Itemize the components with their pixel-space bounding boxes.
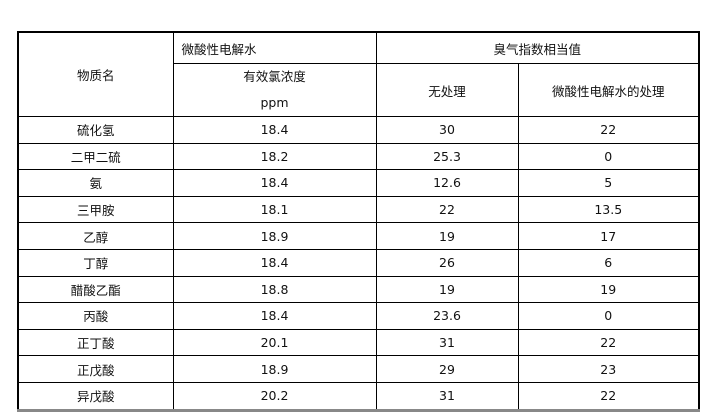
cell-chlorine: 20.1 xyxy=(172,328,377,357)
cell-chlorine: 18.9 xyxy=(172,222,377,250)
cell-treated: 23 xyxy=(517,355,700,383)
cell-treated: 13.5 xyxy=(517,195,700,224)
cell-chlorine: 18.4 xyxy=(172,116,377,144)
cell-untreated: 25.3 xyxy=(375,142,519,171)
cell-name: 硫化氢 xyxy=(17,116,174,144)
cell-untreated: 19 xyxy=(375,275,519,304)
table-row: 正戊酸 18.9 29 23 xyxy=(17,355,700,383)
cell-name: 醋酸乙酯 xyxy=(17,275,174,304)
cell-name: 正丁酸 xyxy=(17,328,174,357)
header-odor-group: 臭气指数相当值 xyxy=(375,31,700,64)
cell-untreated: 12.6 xyxy=(375,169,519,197)
cell-chlorine: 18.2 xyxy=(172,142,377,171)
table-row: 乙醇 18.9 19 17 xyxy=(17,222,700,250)
cell-untreated: 22 xyxy=(375,195,519,224)
cell-untreated: 26 xyxy=(375,248,519,277)
cell-name: 正戊酸 xyxy=(17,355,174,383)
header-water-group: 微酸性电解水 xyxy=(172,31,377,64)
cell-untreated: 19 xyxy=(375,222,519,250)
table-row: 醋酸乙酯 18.8 19 19 xyxy=(17,275,700,304)
cell-name: 二甲二硫 xyxy=(17,142,174,171)
header-treated: 微酸性电解水的处理 xyxy=(517,63,700,117)
cell-chlorine: 18.9 xyxy=(172,355,377,383)
cell-treated: 22 xyxy=(517,116,700,144)
cell-treated: 5 xyxy=(517,169,700,197)
cell-treated: 0 xyxy=(517,302,700,330)
header-chlorine-label: 有效氯浓度 xyxy=(243,69,306,84)
cell-name: 三甲胺 xyxy=(17,195,174,224)
header-untreated: 无处理 xyxy=(375,63,519,117)
cell-untreated: 31 xyxy=(375,328,519,357)
cell-chlorine: 20.2 xyxy=(172,381,377,411)
cell-name: 氨 xyxy=(17,169,174,197)
table-row: 异戊酸 20.2 31 22 xyxy=(17,381,700,411)
cell-treated: 17 xyxy=(517,222,700,250)
cell-chlorine: 18.4 xyxy=(172,169,377,197)
cell-treated: 22 xyxy=(517,328,700,357)
cell-untreated: 31 xyxy=(375,381,519,411)
cell-untreated: 30 xyxy=(375,116,519,144)
cell-chlorine: 18.4 xyxy=(172,302,377,330)
table-row: 硫化氢 18.4 30 22 xyxy=(17,116,700,144)
header-chlorine: 有效氯浓度 ppm xyxy=(172,63,377,117)
cell-chlorine: 18.4 xyxy=(172,248,377,277)
table-row: 氨 18.4 12.6 5 xyxy=(17,169,700,197)
cell-name: 丙酸 xyxy=(17,302,174,330)
cell-untreated: 23.6 xyxy=(375,302,519,330)
cell-chlorine: 18.8 xyxy=(172,275,377,304)
cell-name: 异戊酸 xyxy=(17,381,174,411)
table-row: 二甲二硫 18.2 25.3 0 xyxy=(17,142,700,171)
cell-untreated: 29 xyxy=(375,355,519,383)
table-row: 丁醇 18.4 26 6 xyxy=(17,248,700,277)
table-row: 正丁酸 20.1 31 22 xyxy=(17,328,700,357)
header-substance: 物质名 xyxy=(17,31,174,117)
table-row: 三甲胺 18.1 22 13.5 xyxy=(17,195,700,224)
odor-table: 物质名 微酸性电解水 臭气指数相当值 有效氯浓度 ppm 无处理 微酸性电解水的处… xyxy=(17,31,701,412)
table-row: 丙酸 18.4 23.6 0 xyxy=(17,302,700,330)
cell-chlorine: 18.1 xyxy=(172,195,377,224)
cell-treated: 6 xyxy=(517,248,700,277)
cell-treated: 22 xyxy=(517,381,700,411)
cell-treated: 19 xyxy=(517,275,700,304)
cell-treated: 0 xyxy=(517,142,700,171)
header-chlorine-unit: ppm xyxy=(260,95,289,110)
cell-name: 乙醇 xyxy=(17,222,174,250)
cell-name: 丁醇 xyxy=(17,248,174,277)
